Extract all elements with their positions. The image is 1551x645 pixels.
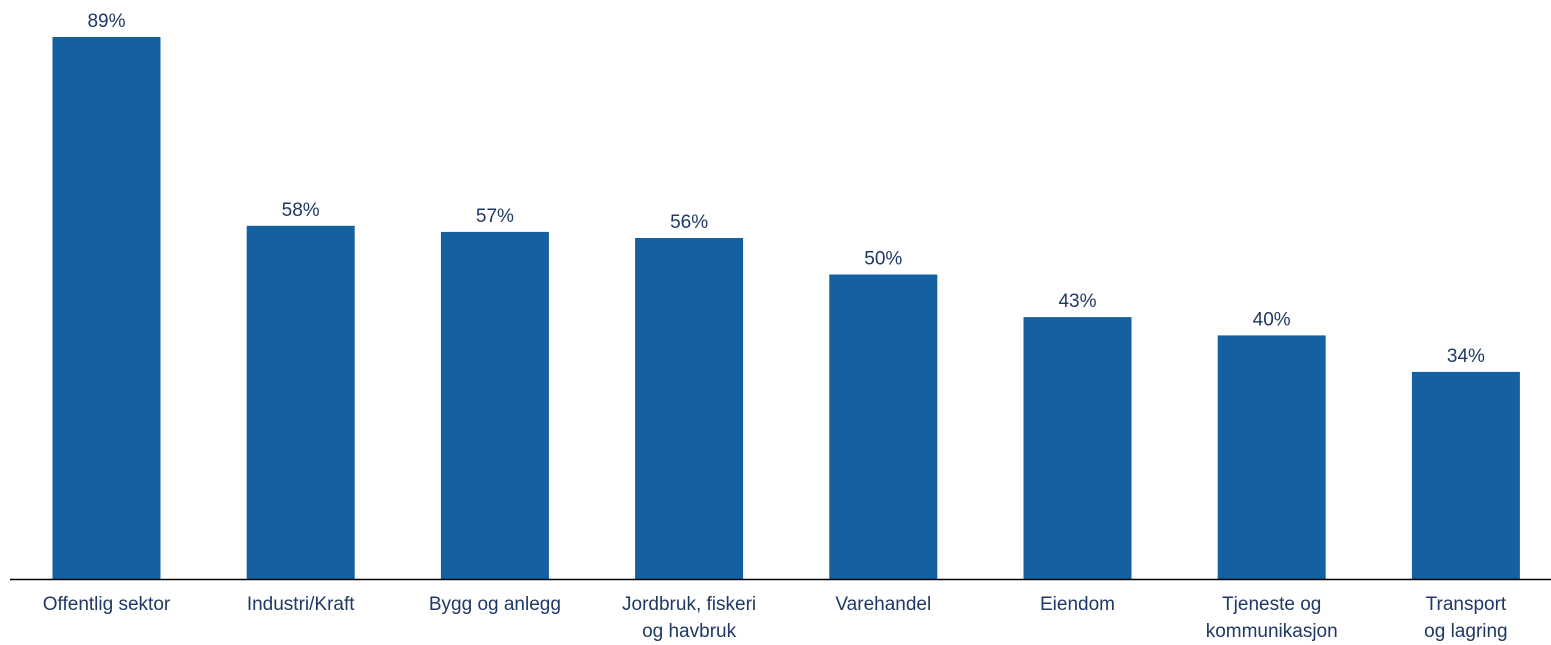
category-label-3: Bygg og anlegg — [429, 594, 561, 615]
data-label-3: 57% — [476, 206, 514, 227]
bar-2 — [246, 225, 355, 580]
category-label-2: Industri/Kraft — [247, 594, 355, 615]
category-label-line: Offentlig sektor — [43, 594, 171, 615]
bar-5 — [829, 274, 938, 579]
category-label-line: Jordbruk, fiskeri — [622, 594, 756, 615]
value-labels-group: 89% 58% 57% 56% 50% 43% 40% 34% — [87, 11, 1485, 367]
category-label-5: Varehandel — [835, 594, 931, 615]
category-label-7: Tjeneste og kommunikasjon — [1206, 594, 1338, 642]
data-label-7: 40% — [1253, 309, 1291, 330]
bars-group — [52, 37, 1520, 580]
data-label-5: 50% — [864, 249, 902, 270]
category-label-line: Eiendom — [1040, 594, 1115, 615]
data-label-4: 56% — [670, 212, 708, 233]
category-label-8: Transport og lagring — [1424, 594, 1507, 642]
data-label-1: 89% — [87, 11, 125, 32]
category-label-line: Tjeneste og — [1222, 594, 1321, 615]
bar-3 — [440, 231, 549, 579]
category-label-line: Varehandel — [835, 594, 931, 615]
category-label-1: Offentlig sektor — [43, 594, 171, 615]
category-label-line: Bygg og anlegg — [429, 594, 561, 615]
bar-8 — [1411, 371, 1520, 579]
category-label-4: Jordbruk, fiskeri og havbruk — [622, 594, 756, 642]
category-label-6: Eiendom — [1040, 594, 1115, 615]
bar-4 — [635, 238, 744, 579]
category-label-line: Industri/Kraft — [247, 594, 355, 615]
bar-6 — [1023, 317, 1132, 579]
category-label-line: Transport — [1426, 594, 1507, 615]
category-labels-group: Offentlig sektor Industri/Kraft Bygg og an… — [43, 594, 1508, 642]
category-label-line: kommunikasjon — [1206, 621, 1338, 642]
data-label-2: 58% — [282, 200, 320, 221]
category-label-line: og havbruk — [642, 621, 737, 642]
bar-7 — [1217, 335, 1326, 579]
data-label-8: 34% — [1447, 346, 1485, 367]
data-label-6: 43% — [1058, 291, 1096, 312]
bar-1 — [52, 37, 161, 579]
category-label-line: og lagring — [1424, 621, 1507, 642]
